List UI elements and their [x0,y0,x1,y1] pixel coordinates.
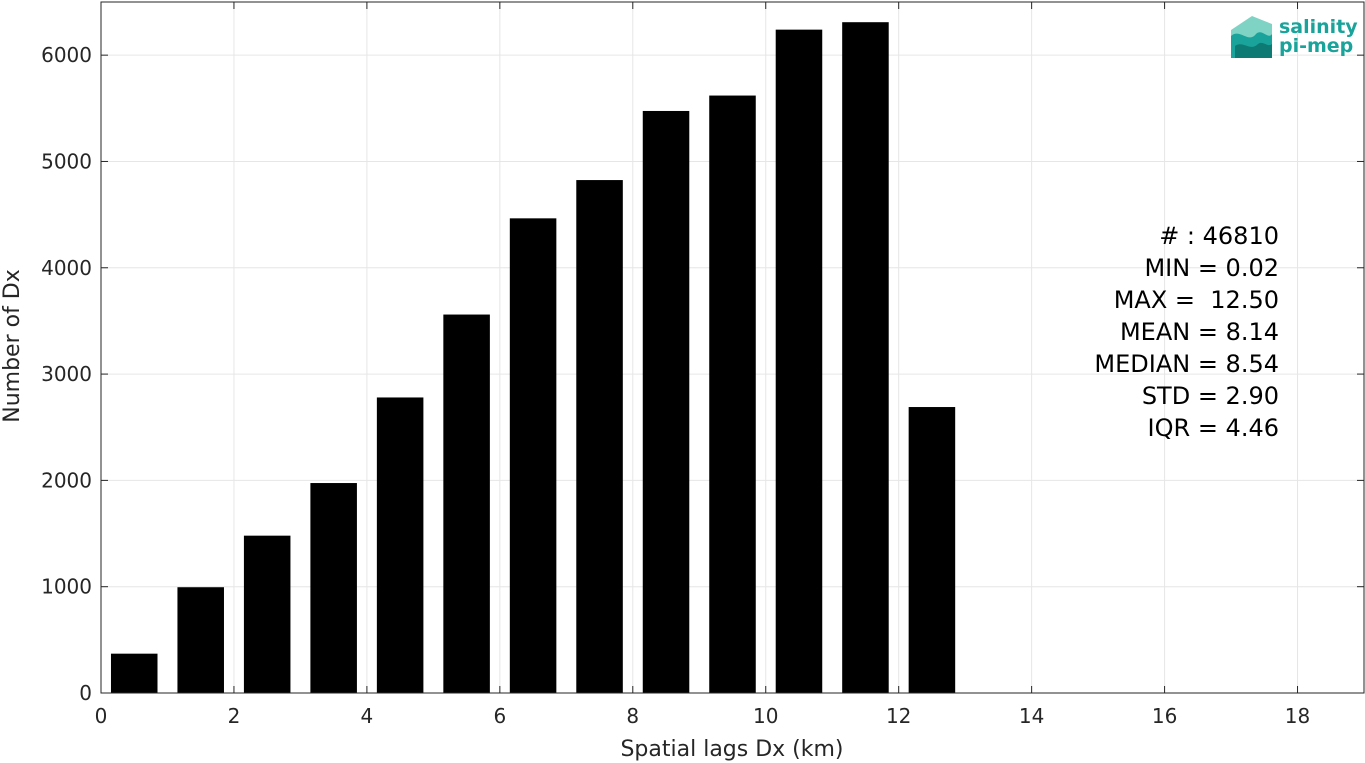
bars [110,22,956,694]
histogram-bar [908,407,956,693]
x-tick-label: 4 [361,704,374,728]
histogram-bar [509,218,557,693]
logo-text-line2: pi-mep [1279,35,1353,57]
stats-line: # : 46810 [1159,222,1279,250]
x-axis-title: Spatial lags Dx (km) [620,737,843,762]
y-tick-label: 5000 [41,149,92,173]
x-tick-label: 18 [1285,704,1310,728]
stats-line: IQR = 4.46 [1148,414,1279,442]
y-tick-label: 6000 [41,43,92,67]
histogram-bar [177,587,224,693]
x-tick-label: 12 [886,704,911,728]
histogram-bar [775,29,823,693]
histogram-bar [709,95,756,693]
histogram-bar [310,483,357,693]
stats-line: STD = 2.90 [1142,382,1279,410]
logo-text-line1: salinity [1279,16,1358,38]
stats-line: MEDIAN = 8.54 [1094,350,1279,378]
stats-line: MEAN = 8.14 [1120,318,1279,346]
x-tick-label: 14 [1019,704,1044,728]
histogram-bar [842,22,889,693]
histogram-bar [243,535,291,693]
x-tick-label: 2 [228,704,241,728]
x-tick-label: 0 [95,704,108,728]
x-tick-label: 10 [753,704,778,728]
y-tick-label: 0 [79,681,92,705]
y-tick-label: 3000 [41,362,92,386]
wave-logo-icon [1231,16,1272,58]
histogram-bar [443,314,490,693]
statistics-annotation: # : 46810 MIN = 0.02 MAX = 12.50 MEAN = 8.1… [1094,222,1279,442]
x-tick-label: 6 [493,704,506,728]
histogram-bar [642,110,690,693]
salinity-pimep-logo: salinity pi-mep [1231,16,1358,58]
histogram-bar [576,180,623,694]
histogram-bar [110,653,158,693]
stats-line: MAX = 12.50 [1114,286,1279,314]
x-tick-label: 8 [626,704,639,728]
histogram-bar [376,397,424,693]
y-axis-title: Number of Dx [0,269,25,423]
y-tick-label: 2000 [41,468,92,492]
y-tick-label: 1000 [41,575,92,599]
y-tick-label: 4000 [41,256,92,280]
axes [100,1,1365,694]
tick-labels: 0 2 4 6 8 10 12 14 16 18 0 1000 2000 3000 4000 5000 6000 [41,43,1310,728]
x-tick-label: 16 [1152,704,1177,728]
plot-frame [100,1,1365,694]
stats-line: MIN = 0.02 [1144,254,1279,282]
